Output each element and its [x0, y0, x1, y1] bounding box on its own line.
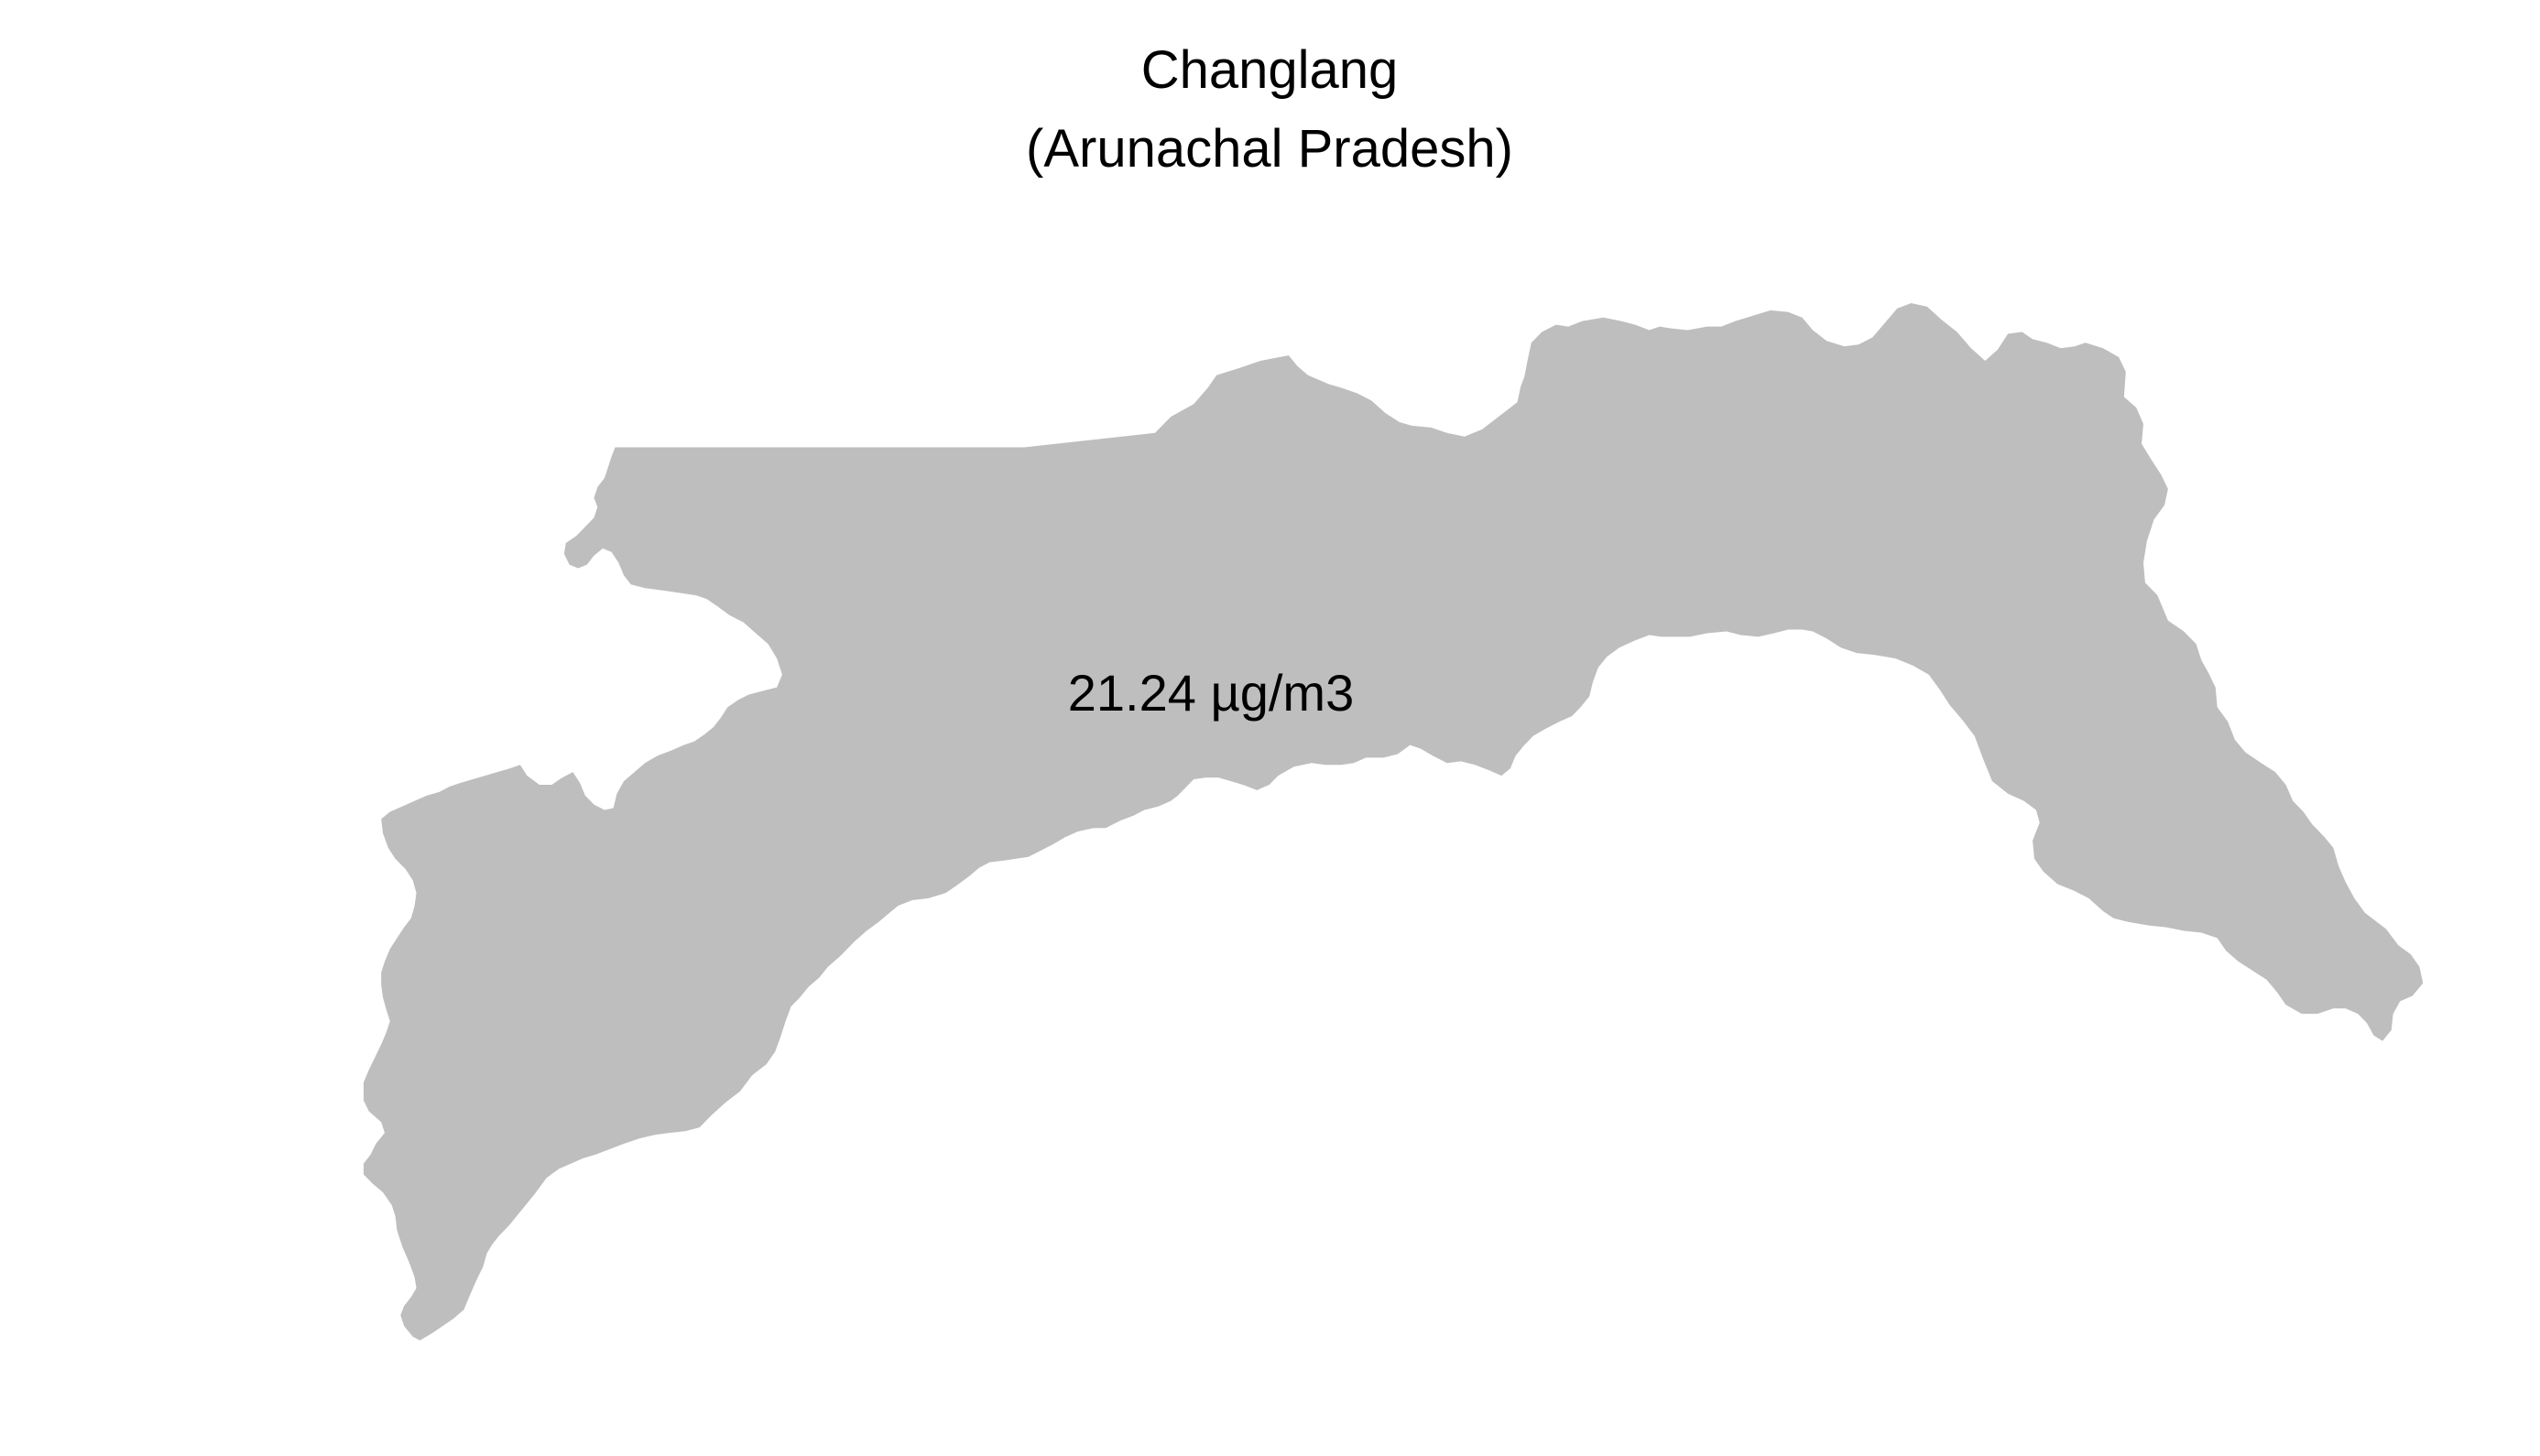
district-region [363, 302, 2424, 1341]
region-value-label: 21.24 µg/m3 [1068, 664, 1354, 722]
map-subtitle: (Arunachal Pradesh) [1026, 119, 1513, 179]
map-title: Changlang [1141, 40, 1399, 100]
